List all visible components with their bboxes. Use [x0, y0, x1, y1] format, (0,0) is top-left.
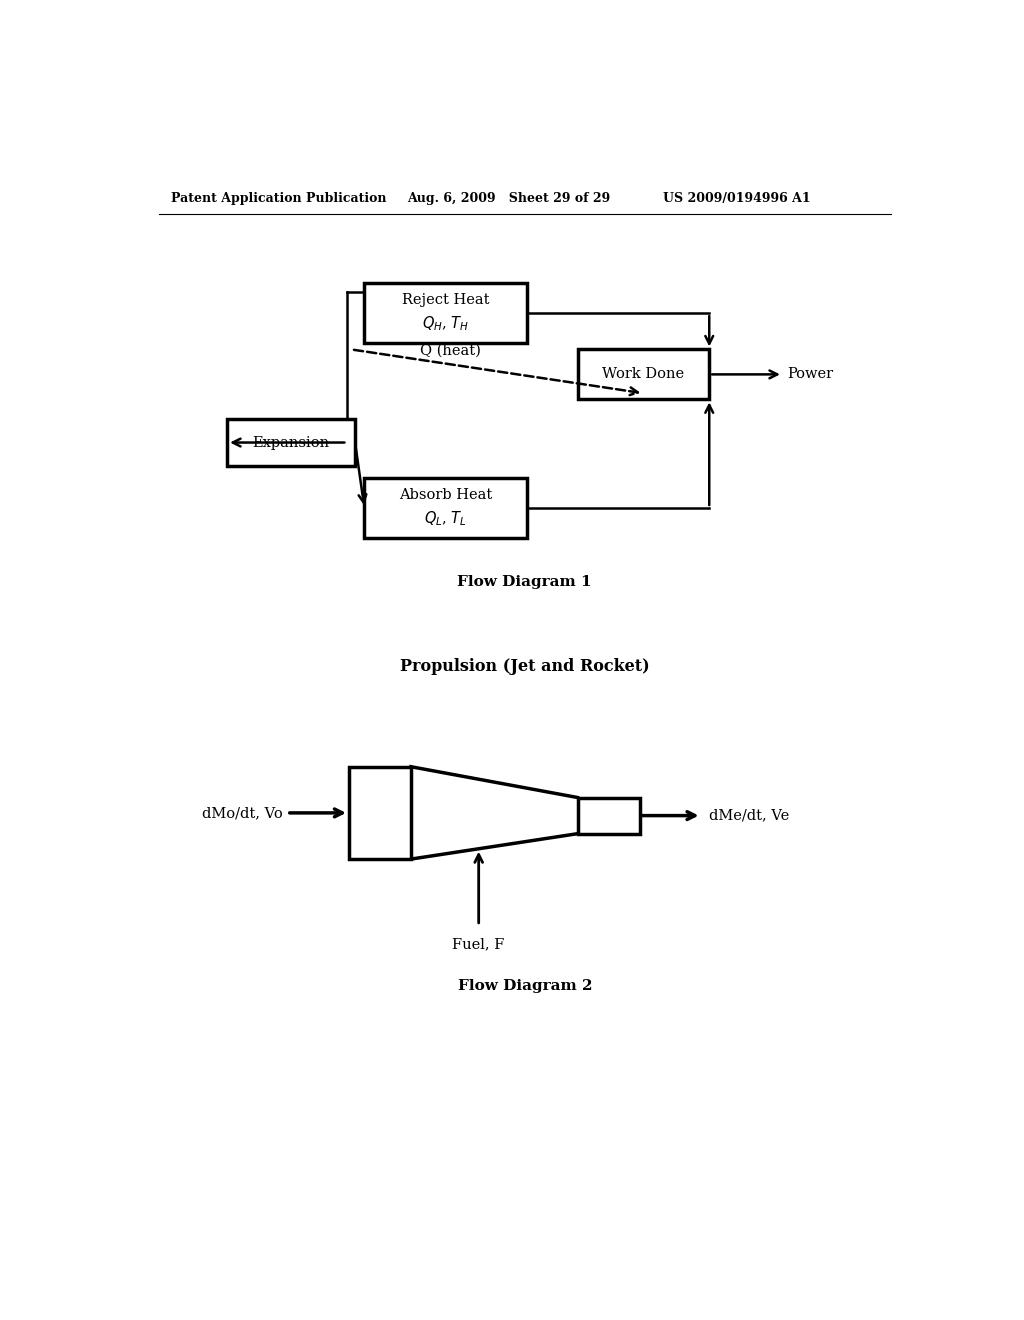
Bar — [365, 478, 527, 539]
Text: Flow Diagram 1: Flow Diagram 1 — [458, 576, 592, 589]
Text: Aug. 6, 2009   Sheet 29 of 29: Aug. 6, 2009 Sheet 29 of 29 — [407, 191, 610, 205]
Bar — [578, 797, 640, 834]
Text: US 2009/0194996 A1: US 2009/0194996 A1 — [663, 191, 810, 205]
Text: Power: Power — [786, 367, 833, 381]
Text: Absorb Heat
$Q_L$, $T_L$: Absorb Heat $Q_L$, $T_L$ — [399, 488, 493, 528]
Text: Reject Heat
$Q_H$, $T_H$: Reject Heat $Q_H$, $T_H$ — [402, 293, 489, 333]
Bar — [365, 284, 527, 343]
Text: dMe/dt, Ve: dMe/dt, Ve — [710, 809, 790, 822]
Text: Q (heat): Q (heat) — [420, 343, 481, 358]
Text: Patent Application Publication: Patent Application Publication — [171, 191, 386, 205]
Text: Propulsion (Jet and Rocket): Propulsion (Jet and Rocket) — [400, 659, 649, 675]
Text: Flow Diagram 2: Flow Diagram 2 — [458, 979, 592, 993]
Bar — [578, 350, 710, 400]
Text: Fuel, F: Fuel, F — [453, 937, 505, 952]
Text: Expansion: Expansion — [253, 436, 330, 450]
Text: Work Done: Work Done — [602, 367, 684, 381]
Bar — [349, 767, 411, 859]
Bar — [227, 418, 355, 466]
Text: dMo/dt, Vo: dMo/dt, Vo — [203, 807, 283, 820]
